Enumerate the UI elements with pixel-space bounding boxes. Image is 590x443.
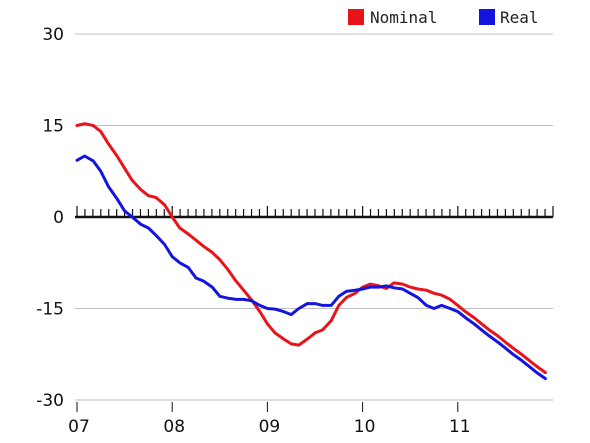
x-tick-label: 08 (163, 417, 185, 437)
legend-label-nominal: Nominal (370, 8, 437, 27)
y-axis: 30 15 0 -15 -30 (36, 25, 64, 411)
series-line-nominal (75, 122, 547, 375)
x-tick-label: 10 (354, 417, 376, 437)
legend-label-real: Real (500, 8, 539, 27)
gridlines (75, 33, 553, 401)
legend-swatch-nominal (348, 9, 364, 25)
x-tick-label: 07 (68, 417, 90, 437)
legend-swatch-real (479, 9, 495, 25)
series-lines (75, 122, 547, 381)
y-tick-label: 15 (42, 117, 64, 137)
y-tick-label: 30 (42, 25, 64, 45)
y-tick-label: 0 (53, 208, 64, 228)
legend: Nominal Real (348, 8, 539, 27)
series-line-real (75, 154, 547, 381)
x-tick-label: 11 (449, 417, 471, 437)
x-tick-label: 09 (259, 417, 281, 437)
y-tick-label: -15 (36, 300, 64, 320)
x-axis: 07 08 09 10 11 (68, 206, 554, 437)
y-tick-label: -30 (36, 391, 64, 411)
